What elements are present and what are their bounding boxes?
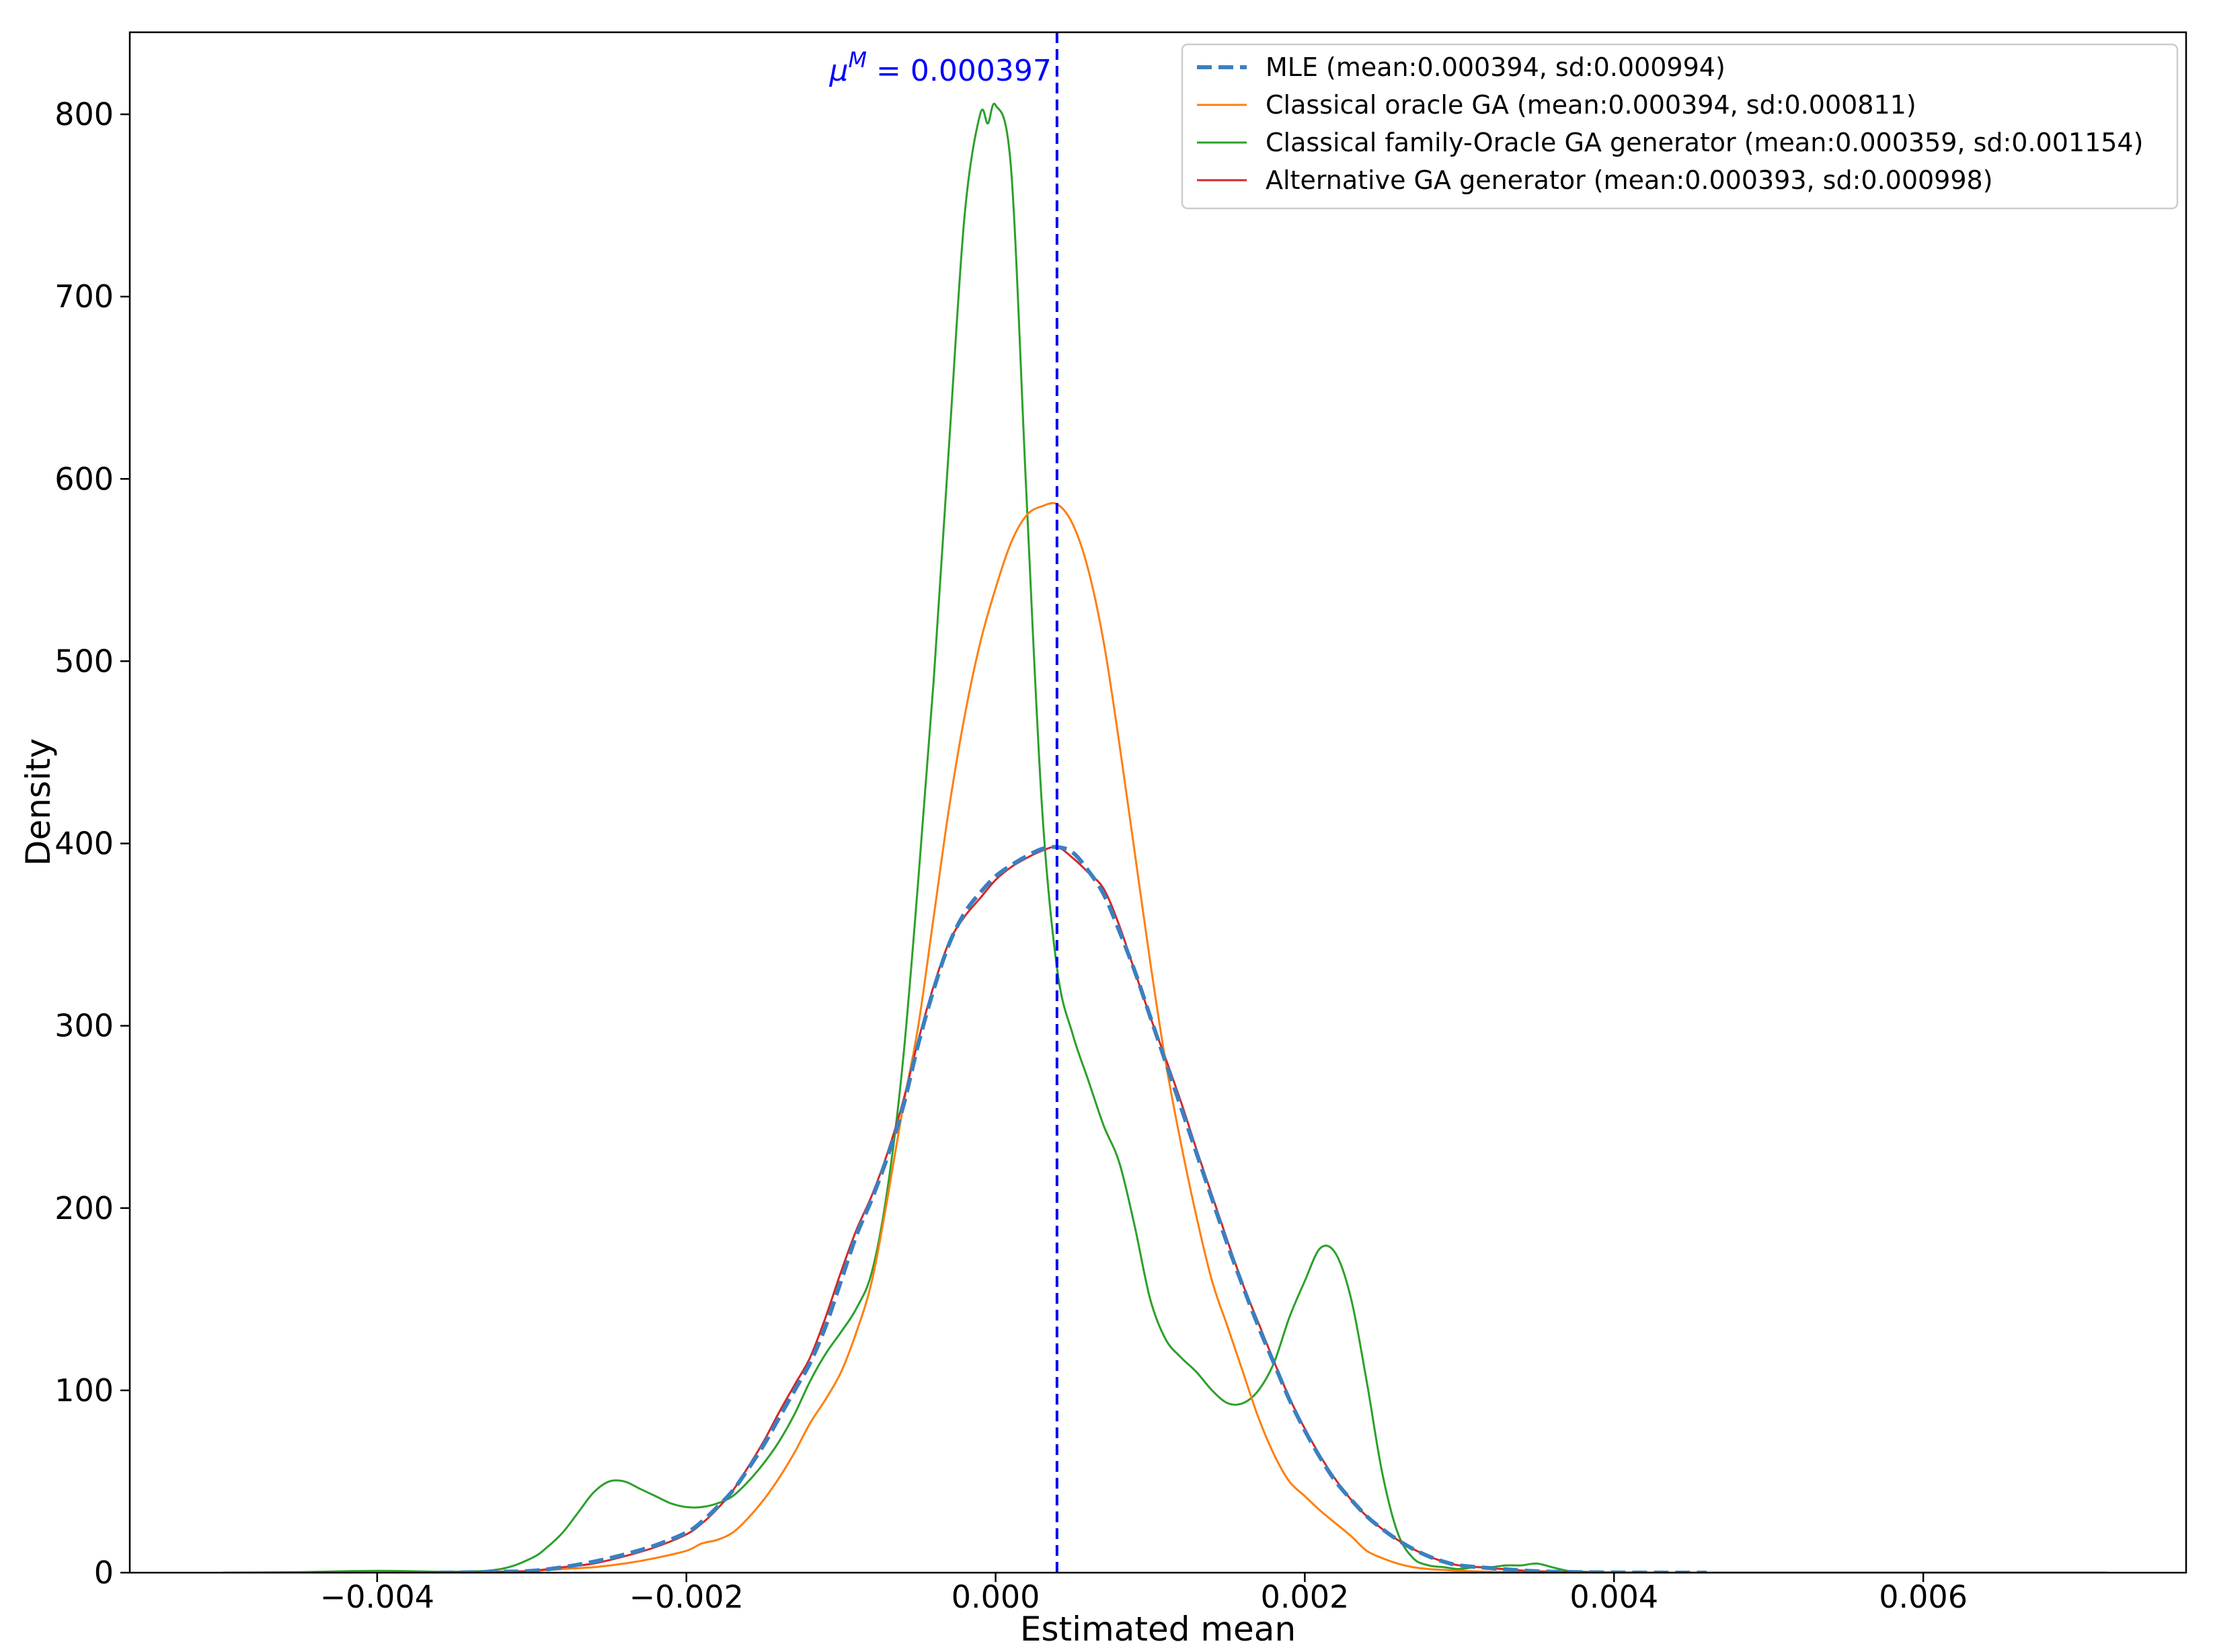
y-tick-label: 0: [94, 1555, 114, 1591]
x-tick-label: 0.000: [952, 1579, 1040, 1615]
legend-label-alternative-ga-generator: Alternative GA generator (mean:0.000393,…: [1266, 165, 1993, 195]
x-tick-label: −0.002: [629, 1579, 744, 1615]
x-tick-label: 0.002: [1261, 1579, 1350, 1615]
legend: MLE (mean:0.000394, sd:0.000994) Classica…: [1181, 43, 2179, 210]
series-layer: [222, 102, 2109, 1573]
x-axis: −0.004 −0.002 0.000 0.002 0.004 0.006: [320, 1573, 1968, 1615]
y-axis: 0 100 200 300 400 500 600 700 800: [54, 96, 130, 1591]
y-tick-label: 100: [54, 1372, 114, 1409]
legend-label-mle: MLE (mean:0.000394, sd:0.000994): [1266, 52, 1725, 82]
y-tick-label: 300: [54, 1008, 114, 1044]
series-line-alternative-ga-generator: [438, 846, 1707, 1573]
y-tick-label: 400: [54, 826, 114, 862]
x-axis-label: Estimated mean: [1020, 1610, 1296, 1649]
y-tick-label: 700: [54, 278, 114, 315]
reference-vline-label: μM = 0.000397: [828, 47, 1051, 88]
series-line-mle: [438, 844, 1707, 1573]
y-tick-label: 500: [54, 643, 114, 679]
legend-box: [1181, 43, 2179, 210]
legend-label-classical-family-oracle-ga-generator: Classical family-Oracle GA generator (me…: [1266, 128, 2143, 157]
series-line-classical-family-oracle-ga-generator: [222, 102, 2109, 1573]
y-tick-label: 600: [54, 461, 114, 497]
x-tick-label: 0.006: [1879, 1579, 1968, 1615]
x-tick-label: −0.004: [320, 1579, 434, 1615]
legend-label-classical-oracle-ga: Classical oracle GA (mean:0.000394, sd:0…: [1266, 90, 1916, 120]
plot-area-frame: [128, 31, 2187, 1574]
y-axis-label: Density: [19, 738, 58, 866]
y-tick-label: 200: [54, 1190, 114, 1226]
series-line-classical-oracle-ga: [438, 502, 1707, 1573]
annotation-layer: μM = 0.000397: [828, 32, 1058, 1573]
x-tick-label: 0.004: [1569, 1579, 1658, 1615]
y-tick-label: 800: [54, 96, 114, 132]
